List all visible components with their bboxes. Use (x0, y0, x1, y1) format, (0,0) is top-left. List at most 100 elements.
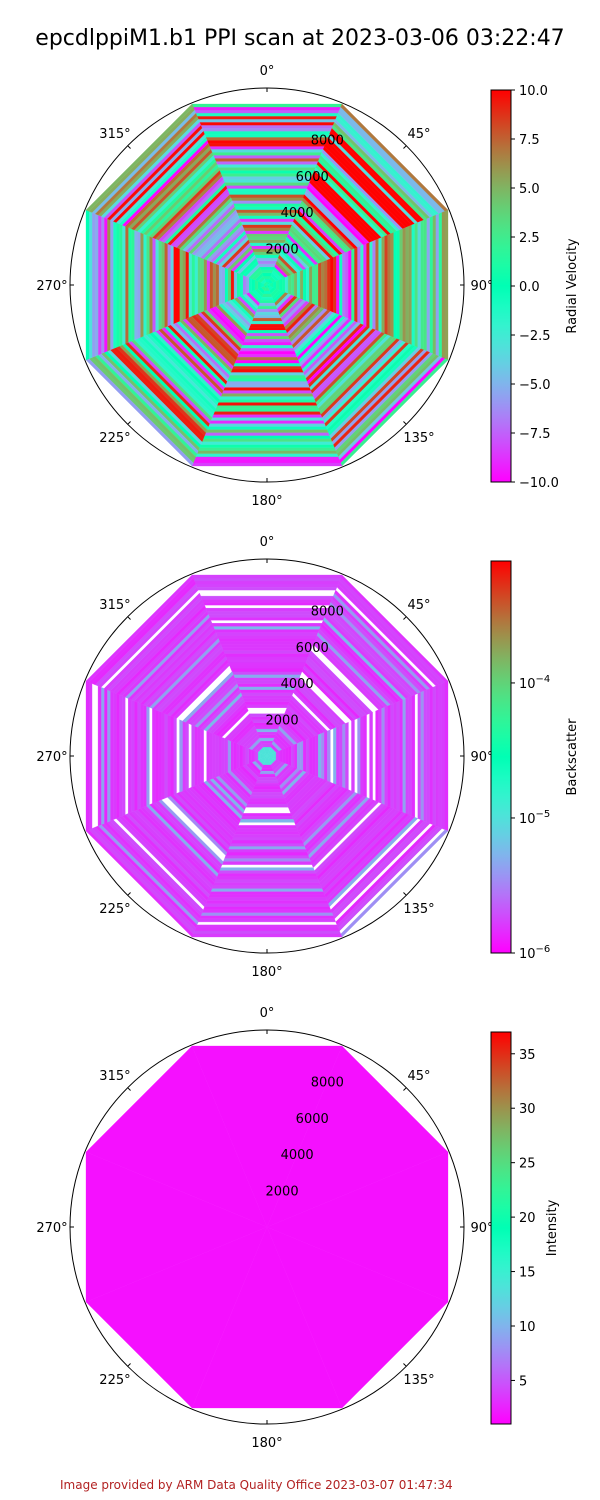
scan-cell (213, 626, 321, 630)
scan-cell (284, 276, 289, 294)
scan-cell (231, 671, 303, 675)
scan-cell (363, 243, 367, 327)
scan-cell (238, 351, 296, 355)
scan-cell (246, 801, 288, 805)
scan-cell (125, 226, 129, 344)
scan-cell (122, 224, 126, 346)
scan-cell (194, 456, 340, 461)
scan-cell (393, 231, 397, 339)
scan-cell (158, 239, 162, 331)
scan-cell (167, 714, 171, 798)
scan-cell (253, 786, 281, 790)
scan-cell (278, 749, 283, 763)
radial-tick-label: 8000 (311, 133, 344, 148)
scan-cell (206, 897, 328, 901)
scan-cell (214, 158, 320, 162)
colorbar: 10−4 10−5 10−6 Backscatter (490, 560, 580, 962)
scan-cell (201, 127, 333, 132)
radial-tick-label: 6000 (296, 641, 329, 656)
angle-tick-label: 0° (260, 64, 275, 79)
scan-cell (198, 118, 336, 123)
scan-cell (423, 218, 428, 352)
scan-cell (290, 273, 295, 297)
scan-cell (275, 279, 280, 291)
scan-cell (287, 745, 292, 767)
scan-cell (245, 233, 289, 237)
colorbar-tick-label: 2.5 (519, 231, 540, 246)
scan-cell (200, 257, 204, 313)
angle-tick-label: 0° (260, 535, 275, 550)
scan-cell (360, 715, 364, 797)
radial-tick-label: 6000 (296, 1112, 329, 1127)
scan-cell (384, 234, 388, 336)
scan-cell (214, 629, 320, 633)
scan-cell (248, 327, 286, 331)
scan-cell (239, 273, 244, 297)
scan-data (85, 1045, 449, 1409)
scan-cell (215, 161, 319, 165)
scan-cell (251, 278, 256, 292)
scan-cell (103, 592, 201, 690)
scan-cell (230, 369, 304, 373)
scan-cell (281, 748, 286, 764)
scan-cell (254, 279, 259, 291)
scan-cell (218, 870, 316, 874)
scan-cell (191, 253, 195, 317)
scan-cell (251, 749, 256, 763)
colorbar-tick-label: 10 (519, 1320, 536, 1335)
scan-cell (214, 408, 320, 412)
scan-cell (378, 237, 382, 333)
scan-cell (345, 722, 349, 790)
scan-cell (315, 263, 319, 307)
scan-cell (261, 293, 273, 298)
scan-cell (236, 743, 241, 769)
scan-cell (231, 366, 303, 370)
scan-cell (221, 266, 225, 304)
scan-cell (366, 242, 370, 328)
scan-cell (210, 149, 324, 153)
scan-cell (216, 635, 318, 639)
scan-cell (284, 747, 289, 765)
scan-cell (303, 739, 307, 773)
scan-cell (164, 713, 168, 799)
scan-cell (260, 296, 274, 301)
colorbar: 10.0 7.5 5.0 2.5 0.0 −2.5 −5.0 −7.5 −10.0 Radial … (490, 84, 580, 491)
scan-cell (225, 381, 309, 385)
scan-cell (351, 248, 355, 322)
angle-tick-label: 90° (470, 1221, 493, 1236)
scan-cell (243, 698, 291, 702)
scan-cell (226, 849, 308, 853)
scan-cell (209, 732, 213, 780)
scan-cell (297, 742, 301, 770)
scan-cell (221, 737, 225, 775)
angle-tick-label: 270° (36, 279, 67, 294)
scan-cell (227, 739, 231, 773)
scan-cell (255, 257, 279, 262)
scan-cell (134, 229, 138, 341)
scan-cell (209, 617, 325, 621)
scan-cell (146, 705, 150, 807)
scan-cell (255, 728, 279, 733)
scan-cell (212, 733, 216, 779)
scan-cell (211, 623, 323, 627)
scan-cell (205, 900, 329, 904)
scan-cell (193, 930, 341, 935)
scan-cell (131, 228, 135, 342)
scan-cell (188, 252, 192, 318)
scan-cell (103, 217, 108, 353)
scan-cell (196, 586, 338, 591)
scan-cell (134, 700, 138, 812)
scan-cell (85, 1045, 268, 1228)
scan-cell (248, 748, 253, 764)
scan-cell (158, 710, 162, 802)
scan-cell (215, 263, 219, 307)
scan-cell (229, 665, 305, 669)
scan-cell (229, 843, 305, 847)
scan-cell (258, 263, 276, 268)
scan-cell (258, 773, 276, 778)
angle-tick-mark (403, 1363, 407, 1367)
scan-cell (251, 318, 283, 322)
angle-tick-label: 135° (403, 1373, 434, 1388)
angle-tick-label: 135° (403, 902, 434, 917)
scan-cell (236, 825, 298, 829)
